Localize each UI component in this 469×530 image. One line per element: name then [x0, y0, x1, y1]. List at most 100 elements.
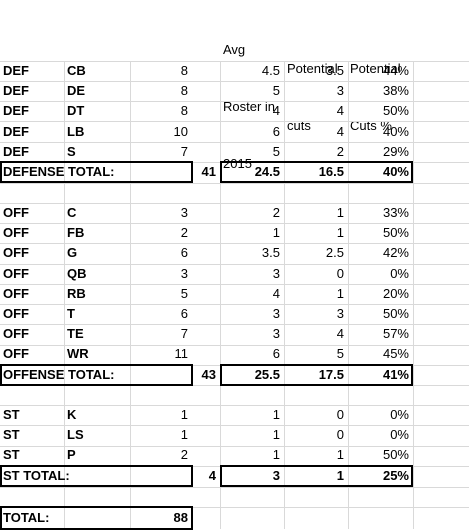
position-cell: RB: [67, 285, 86, 301]
grid-line: [0, 101, 469, 102]
table-row: OFF QB 3 3 0 0%: [0, 264, 469, 284]
count-cell: 1: [180, 427, 188, 443]
cuts-pct-cell: 0%: [390, 427, 409, 443]
table-row: OFF TE 7 3 4 57%: [0, 324, 469, 344]
total-pct: 41%: [382, 367, 409, 382]
position-cell: TE: [67, 326, 84, 342]
total-count: 43: [201, 367, 216, 382]
position-cell: QB: [67, 265, 87, 281]
position-cell: DE: [67, 83, 86, 99]
table-row: OFF FB 2 1 1 50%: [0, 223, 469, 243]
total-count: 4: [208, 468, 216, 483]
position-cell: P: [67, 447, 76, 463]
table-row: OFF WR 11 6 5 45%: [0, 344, 469, 364]
unit-cell: DEF: [3, 63, 29, 78]
position-cell: K: [67, 407, 77, 422]
defense-total-row: DEFENSE TOTAL: 41 24.5 16.5 40%: [0, 162, 469, 182]
table-row: DEF LB 10 6 4 40%: [0, 122, 469, 142]
potential-cuts-cell: 1: [336, 225, 344, 241]
potential-cuts-cell: 3.5: [325, 63, 344, 78]
avg-roster-cell: 4: [272, 103, 280, 119]
total-pct: 25%: [382, 468, 409, 483]
potential-cuts-cell: 4: [336, 326, 344, 342]
potential-cuts-cell: 3: [336, 306, 344, 321]
total-label: DEFENSE TOTAL:: [3, 164, 115, 179]
cuts-pct-cell: 20%: [382, 285, 409, 301]
avg-roster-cell: 1: [272, 447, 280, 463]
avg-roster-cell: 2: [272, 205, 280, 220]
grid-line: [0, 121, 469, 122]
position-cell: S: [67, 143, 76, 159]
position-cell: WR: [67, 346, 89, 362]
cuts-pct-cell: 44%: [382, 63, 409, 78]
count-cell: 3: [180, 265, 188, 281]
grid-line: [0, 507, 469, 508]
avg-roster-cell: 3: [272, 326, 280, 342]
grid-line: [0, 81, 469, 82]
unit-cell: DEF: [3, 123, 29, 139]
st-total-box: [220, 465, 413, 487]
count-cell: 1: [180, 407, 188, 422]
grid-line: [0, 243, 469, 244]
potential-cuts-cell: 2: [336, 143, 344, 159]
avg-roster-cell: 3: [272, 306, 280, 321]
count-cell: 7: [180, 143, 188, 159]
avg-roster-cell: 3: [272, 265, 280, 281]
avg-roster-cell: 1: [272, 225, 280, 241]
grid-line: [0, 425, 469, 426]
position-cell: C: [67, 205, 77, 220]
grid-line: [0, 183, 469, 184]
st-total-row: ST TOTAL: 4 3 1 25%: [0, 466, 469, 486]
cuts-pct-cell: 40%: [382, 123, 409, 139]
unit-cell: OFF: [3, 326, 29, 342]
cuts-pct-cell: 33%: [382, 205, 409, 220]
total-cuts: 17.5: [318, 367, 344, 382]
table-row: OFF T 6 3 3 50%: [0, 304, 469, 324]
grid-line: [0, 405, 469, 406]
count-cell: 8: [180, 63, 188, 78]
unit-cell: ST: [3, 447, 20, 463]
unit-cell: DEF: [3, 83, 29, 99]
grid-line: [0, 61, 469, 62]
cuts-pct-cell: 50%: [382, 103, 409, 119]
unit-cell: OFF: [3, 265, 29, 281]
defense-total-box: [0, 161, 193, 183]
grand-total-row: TOTAL: 88: [0, 508, 469, 528]
potential-cuts-cell: 2.5: [325, 245, 344, 261]
count-cell: 3: [180, 205, 188, 220]
total-label: OFFENSE TOTAL:: [3, 367, 115, 382]
position-cell: T: [67, 306, 75, 321]
count-cell: 5: [180, 285, 188, 301]
unit-cell: OFF: [3, 205, 29, 220]
unit-cell: OFF: [3, 346, 29, 362]
grid-line: [413, 62, 414, 529]
potential-cuts-cell: 1: [336, 205, 344, 220]
count-cell: 8: [180, 83, 188, 99]
count-cell: 6: [180, 306, 188, 321]
count-cell: 11: [174, 346, 189, 362]
avg-roster-cell: 6: [272, 123, 280, 139]
grand-total-count: 88: [173, 510, 188, 525]
unit-cell: DEF: [3, 143, 29, 159]
table-row: OFF RB 5 4 1 20%: [0, 284, 469, 304]
table-row: DEF S 7 5 2 29%: [0, 142, 469, 162]
grid-line: [348, 62, 349, 529]
grid-line: [130, 62, 131, 529]
position-cell: LB: [67, 123, 85, 139]
count-cell: 7: [180, 326, 188, 342]
grid-line: [0, 223, 469, 224]
cuts-pct-cell: 57%: [382, 326, 409, 342]
cuts-pct-cell: 0%: [390, 407, 409, 422]
table-row: DEF CB 8 4.5 3.5 44%: [0, 61, 469, 81]
cuts-pct-cell: 0%: [390, 265, 409, 281]
position-cell: DT: [67, 103, 85, 119]
grand-total-label: TOTAL:: [3, 510, 50, 525]
total-cuts: 1: [336, 468, 344, 483]
potential-cuts-cell: 0: [336, 427, 344, 443]
cuts-pct-cell: 38%: [382, 83, 409, 99]
table-row: ST LS 1 1 0 0%: [0, 425, 469, 445]
potential-cuts-cell: 0: [336, 407, 344, 422]
avg-roster-cell: 4: [272, 285, 280, 301]
avg-roster-cell: 6: [272, 346, 280, 362]
table-row: OFF G 6 3.5 2.5 42%: [0, 243, 469, 263]
